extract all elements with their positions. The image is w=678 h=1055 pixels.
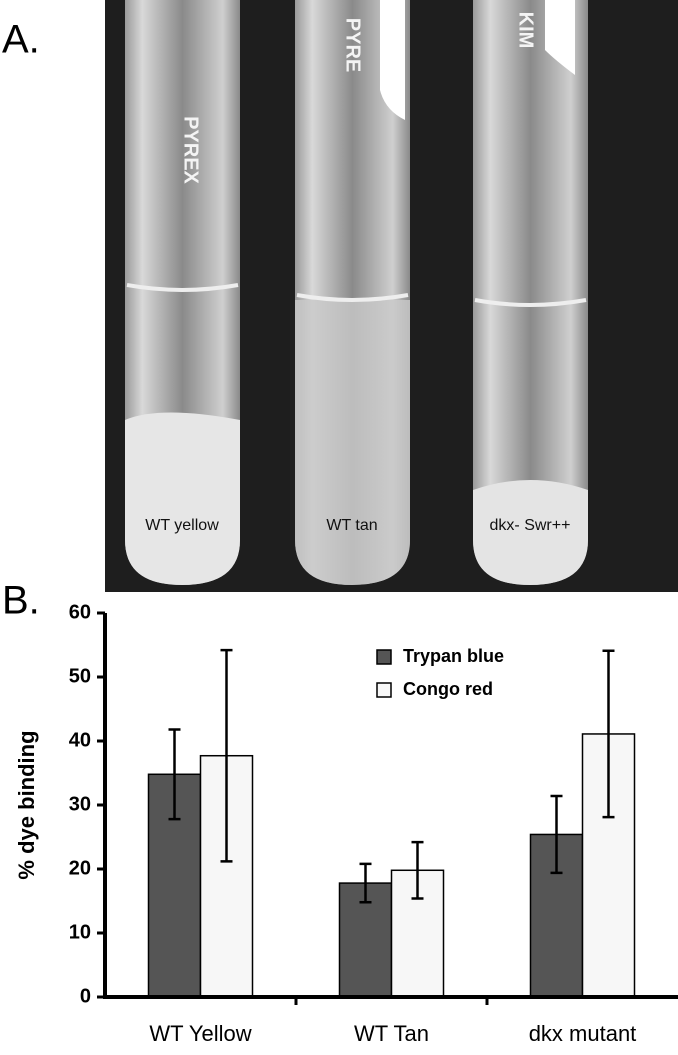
y-tick-label: 40 [69,729,91,751]
error-bar [168,728,181,821]
panel-label: A. [2,18,40,62]
legend-label: Trypan blue [403,646,504,666]
meniscus [296,293,409,302]
legend-swatch [376,649,392,665]
tube-marking: KIM [515,12,537,49]
panel-label: B. [2,579,40,623]
legend-label: Congo red [403,679,493,699]
meniscus [126,283,239,292]
tube [473,0,588,585]
x-tick-label: WT Tan [354,1021,429,1046]
culture [295,300,410,585]
meniscus [474,298,587,307]
y-tick-label: 30 [69,793,91,815]
y-tick-label: 20 [69,857,91,879]
tube-label: WT tan [326,517,377,534]
label-tape [545,0,575,75]
error-bar [411,840,424,900]
error-bar [602,649,615,819]
sediment [125,412,240,585]
x-tick-label: WT Yellow [149,1021,251,1046]
tube-label: dkx- Swr++ [490,517,571,534]
sediment [473,480,588,585]
label-tape [380,0,405,120]
tube-label: WT yellow [145,517,219,534]
y-tick-label: 0 [80,985,91,1007]
tube-marking: PYREX [180,116,202,184]
legend-swatch [376,682,392,698]
error-bar [550,794,563,875]
y-tick-label: 50 [69,665,91,687]
y-tick-label: 10 [69,921,91,943]
error-bar [359,862,372,904]
tube-marking: PYRE [342,18,364,72]
error-bar [220,648,233,863]
y-axis-label: % dye binding [14,730,39,879]
tubes [125,0,588,585]
y-tick-label: 60 [69,601,91,623]
x-tick-label: dkx mutant [529,1021,637,1046]
